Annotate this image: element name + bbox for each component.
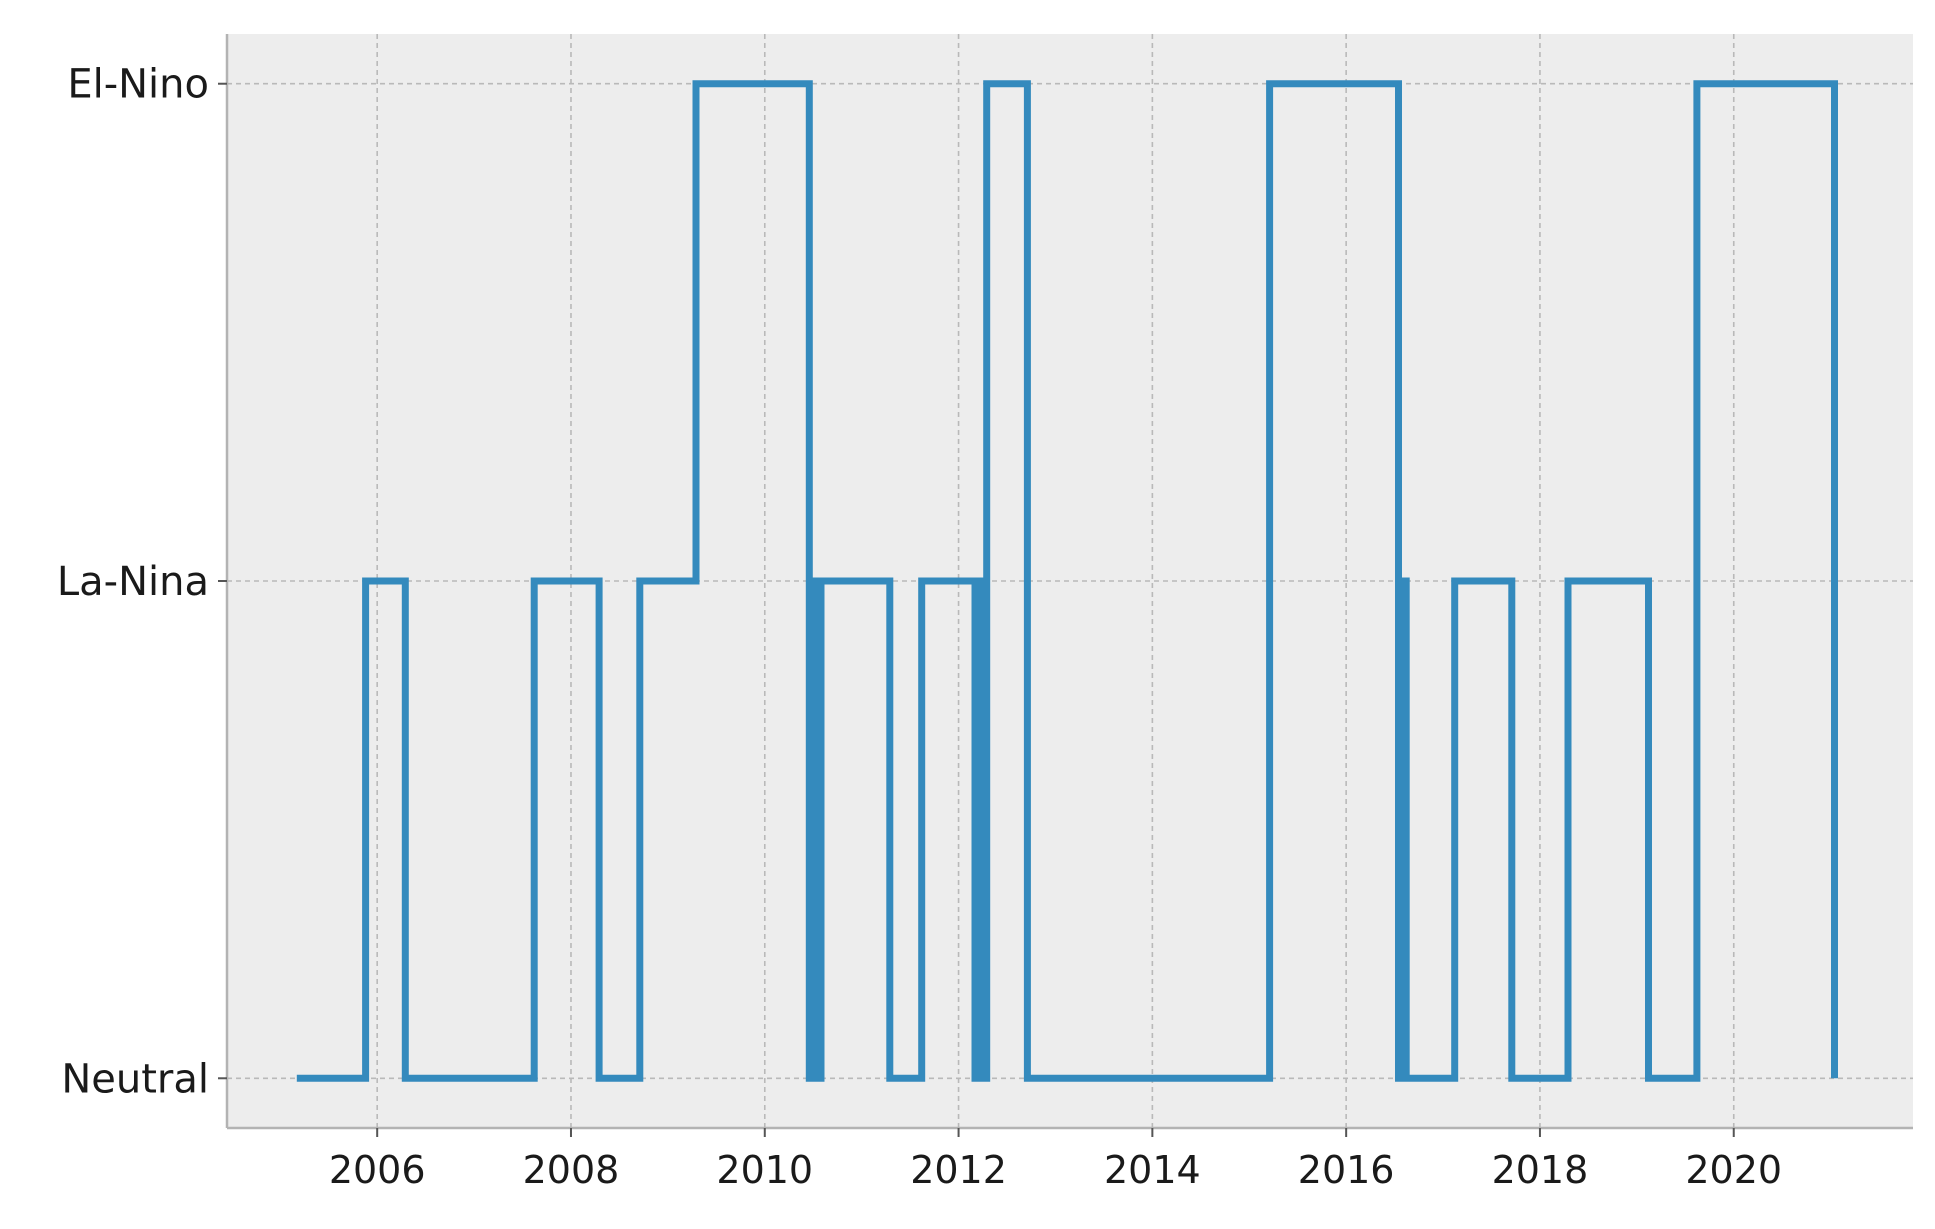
y-axis-ticks: Neutral La-Nina El-Nino (57, 62, 227, 1102)
y-tick-label: Neutral (61, 1056, 209, 1102)
x-tick-label: 2016 (1298, 1148, 1395, 1192)
x-tick-label: 2014 (1104, 1148, 1201, 1192)
x-tick-label: 2010 (716, 1148, 813, 1192)
y-tick-label: La-Nina (57, 559, 209, 605)
x-tick-label: 2008 (523, 1148, 620, 1192)
x-tick-label: 2006 (329, 1148, 426, 1192)
y-tick-label: El-Nino (67, 62, 209, 108)
x-tick-label: 2012 (910, 1148, 1007, 1192)
x-axis-ticks: 2006 2008 2010 2012 2014 2016 2018 2020 (329, 1128, 1782, 1192)
series-line (296, 80, 1838, 1082)
x-tick-label: 2018 (1492, 1148, 1589, 1192)
series-layer (296, 80, 1838, 1082)
x-tick-label: 2020 (1685, 1148, 1782, 1192)
